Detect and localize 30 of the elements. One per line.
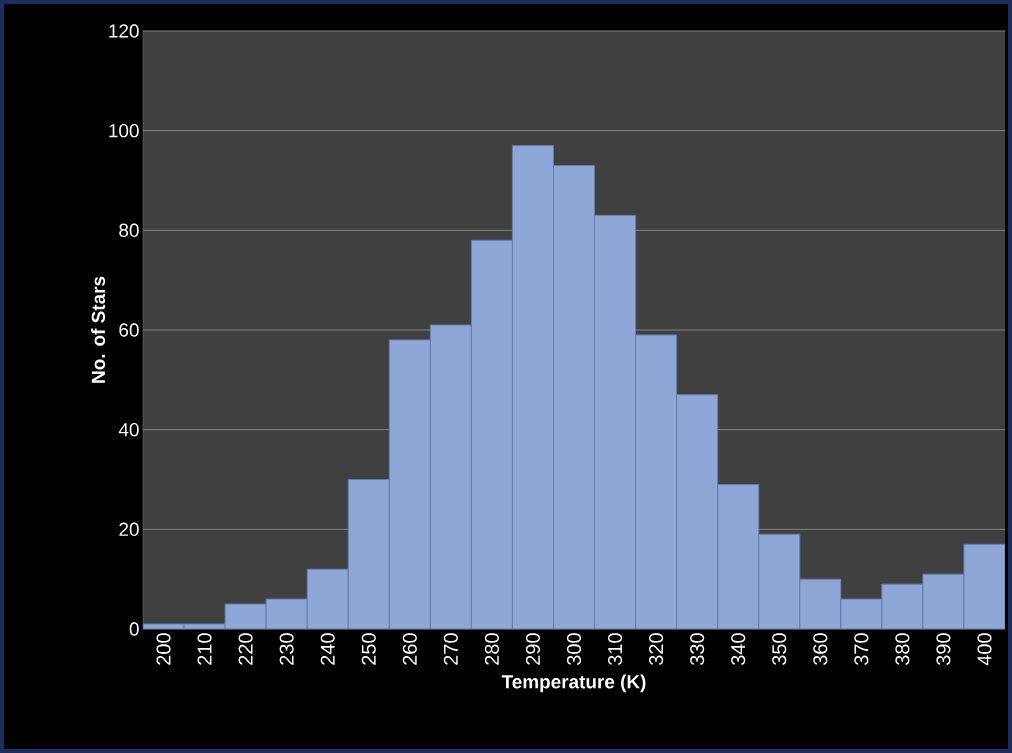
x-tick-label: 280 — [484, 633, 499, 665]
y-axis-title: No. of Stars — [91, 276, 106, 383]
x-tick-label: 370 — [854, 633, 869, 665]
x-tick-label: 310 — [608, 633, 623, 665]
x-tick-label: 200 — [156, 633, 171, 665]
x-tick-label: 320 — [649, 633, 664, 665]
x-tick-label: 360 — [813, 633, 828, 665]
y-tick-label: 0 — [129, 622, 139, 636]
x-tick-label: 220 — [238, 633, 253, 665]
x-tick-label: 290 — [525, 633, 541, 665]
x-tick-label: 400 — [977, 633, 992, 666]
x-tick-label: 340 — [731, 633, 746, 665]
x-tick-label: 350 — [772, 633, 787, 665]
x-tick-label: 230 — [279, 633, 294, 665]
x-tick-label: 210 — [197, 633, 212, 665]
x-axis-title: Temperature (K) — [501, 674, 646, 693]
x-tick-label: 250 — [361, 633, 376, 665]
x-tick-label: 330 — [690, 633, 705, 665]
x-tick-label: 240 — [320, 633, 335, 665]
y-tick-label: 120 — [109, 24, 139, 38]
x-tick-label: 380 — [895, 633, 910, 665]
y-tick-label: 20 — [119, 522, 139, 537]
x-tick-label: 270 — [443, 633, 458, 665]
y-tick-label: 100 — [109, 123, 139, 138]
y-tick-label: 40 — [118, 422, 139, 437]
y-tick-label: 80 — [119, 223, 139, 238]
x-tick-label: 260 — [402, 633, 417, 665]
x-tick-label: 390 — [936, 633, 951, 665]
y-tick-label: 60 — [119, 323, 139, 337]
x-tick-label: 300 — [566, 633, 582, 665]
